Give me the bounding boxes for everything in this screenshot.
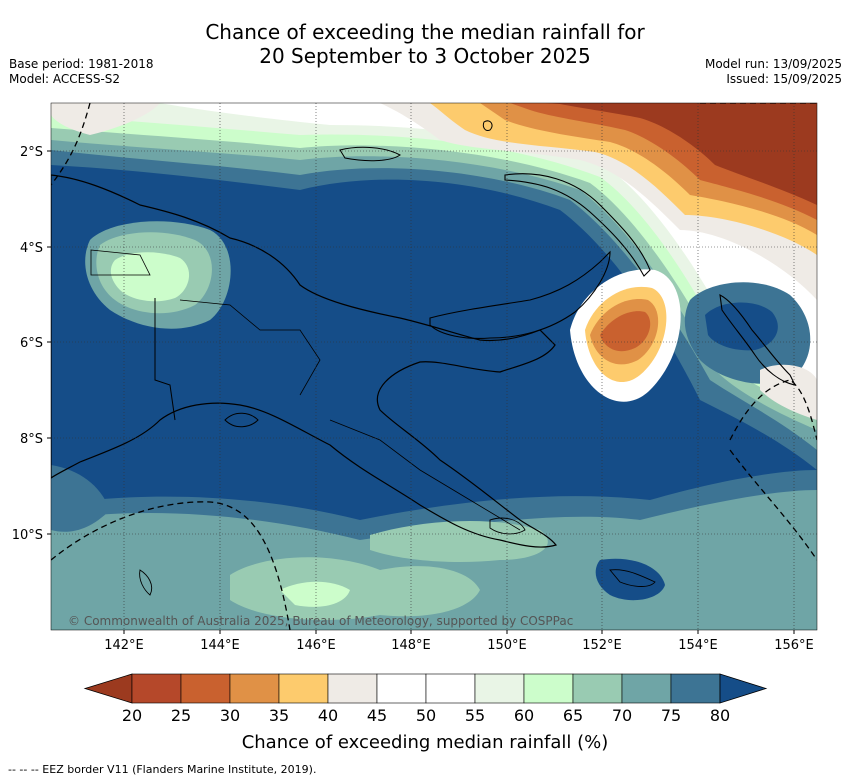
colorbar-label: 80 — [710, 706, 730, 725]
lat-tick-label: 8°S — [20, 432, 43, 447]
contour-se-beige — [760, 364, 817, 420]
lat-tick-label: 2°S — [20, 145, 43, 160]
lon-tick-label: 148°E — [391, 638, 431, 653]
west-province-border — [90, 249, 151, 276]
cape-york-coastline — [139, 569, 153, 596]
contour-sw-blue — [51, 465, 110, 532]
colorbar-label: 70 — [612, 706, 632, 725]
lon-tick-label: 146°E — [296, 638, 336, 653]
colorbar-segment — [278, 673, 329, 704]
colorbar-label: 65 — [563, 706, 583, 725]
lon-tick-label: 154°E — [678, 638, 718, 653]
colorbar-segment — [180, 673, 231, 704]
png-mainland-coastline — [51, 174, 558, 548]
colorbar-label: 40 — [318, 706, 338, 725]
contour-coralsea-green — [370, 520, 548, 562]
contour-west-lightgreen — [110, 252, 190, 302]
map-panel: © Commonwealth of Australia 2025, Bureau… — [51, 103, 817, 630]
colorbar-label: 35 — [269, 706, 289, 725]
colorbar-segment — [572, 673, 623, 704]
colorbar-label: 55 — [465, 706, 485, 725]
provincial-borders — [179, 299, 321, 396]
lon-tick-label: 142°E — [104, 638, 144, 653]
contour-nw-beige — [51, 103, 160, 135]
colorbar-label: 30 — [220, 706, 240, 725]
fly-delta-islands — [224, 412, 259, 428]
new-britain-coastline — [429, 250, 611, 339]
latitude-axis: 2°S 4°S 6°S 8°S 10°S — [12, 145, 51, 543]
colorbar-segment — [229, 673, 280, 704]
colorbar-title: Chance of exceeding median rainfall (%) — [242, 732, 609, 753]
colorbar-segment — [474, 673, 525, 704]
manus-island-coastline — [339, 146, 401, 162]
dentrecasteaux-coastline — [489, 517, 526, 535]
louisiade-coastline — [609, 569, 656, 587]
colorbar-segment — [621, 673, 672, 704]
meta-right: Model run: 13/09/2025 Issued: 15/09/2025 — [705, 57, 842, 87]
lat-tick-label: 4°S — [20, 241, 43, 256]
colorbar-segment — [425, 673, 476, 704]
contour-se-deepblue — [595, 558, 665, 601]
map-frame — [50, 102, 818, 631]
lon-tick-label: 150°E — [487, 638, 527, 653]
colorbar: 20 25 30 35 40 45 50 55 60 65 70 75 80 — [83, 673, 768, 725]
colorbar-label: 60 — [514, 706, 534, 725]
colorbar-segment — [670, 673, 721, 704]
eez-border-se — [729, 449, 817, 561]
lat-tick-label: 6°S — [20, 336, 43, 351]
png-indonesia-border — [154, 298, 176, 421]
meta-left: Base period: 1981-2018 Model: ACCESS-S2 — [9, 57, 154, 87]
colorbar-label: 45 — [367, 706, 387, 725]
base-period: Base period: 1981-2018 — [9, 57, 154, 71]
contour-east-red — [600, 311, 651, 352]
colorbar-label: 50 — [416, 706, 436, 725]
eez-border-south — [51, 501, 291, 630]
colorbar-label: 20 — [122, 706, 142, 725]
model-name: Model: ACCESS-S2 — [9, 72, 121, 86]
new-ireland-coastline — [504, 173, 651, 277]
lon-tick-label: 152°E — [582, 638, 622, 653]
colorbar-segment — [327, 673, 378, 704]
map-title: Chance of exceeding the median rainfall … — [0, 20, 850, 68]
issued-date: Issued: 15/09/2025 — [726, 72, 842, 86]
colorbar-under-arrow — [83, 673, 133, 704]
colorbar-label: 25 — [171, 706, 191, 725]
colorbar-over-arrow — [719, 673, 768, 704]
title-line-2: 20 September to 3 October 2025 — [259, 44, 591, 68]
longitude-axis: 142°E 144°E 146°E 148°E 150°E 152°E 154°E 156°E — [104, 630, 814, 653]
model-run: Model run: 13/09/2025 — [704, 57, 842, 71]
contour-band-25 — [545, 103, 817, 205]
copyright-notice: © Commonwealth of Australia 2025, Bureau… — [68, 614, 573, 628]
colorbar-segment — [131, 673, 182, 704]
eez-border-solomons — [729, 379, 817, 441]
lon-tick-label: 156°E — [774, 638, 814, 653]
small-island-coastline — [482, 120, 493, 131]
contour-south-65 — [230, 557, 480, 620]
lat-tick-label: 10°S — [12, 528, 43, 543]
lon-tick-label: 144°E — [200, 638, 240, 653]
colorbar-label: 75 — [661, 706, 681, 725]
colorbar-segment — [376, 673, 427, 704]
contour-south-60 — [280, 581, 350, 607]
colorbar-segment — [523, 673, 574, 704]
eez-footnote: -- -- -- EEZ border V11 (Flanders Marine… — [8, 763, 317, 776]
title-line-1: Chance of exceeding the median rainfall … — [205, 20, 645, 44]
eez-border-nw — [51, 103, 91, 186]
graticule — [51, 103, 817, 630]
southern-province-border — [329, 419, 521, 531]
